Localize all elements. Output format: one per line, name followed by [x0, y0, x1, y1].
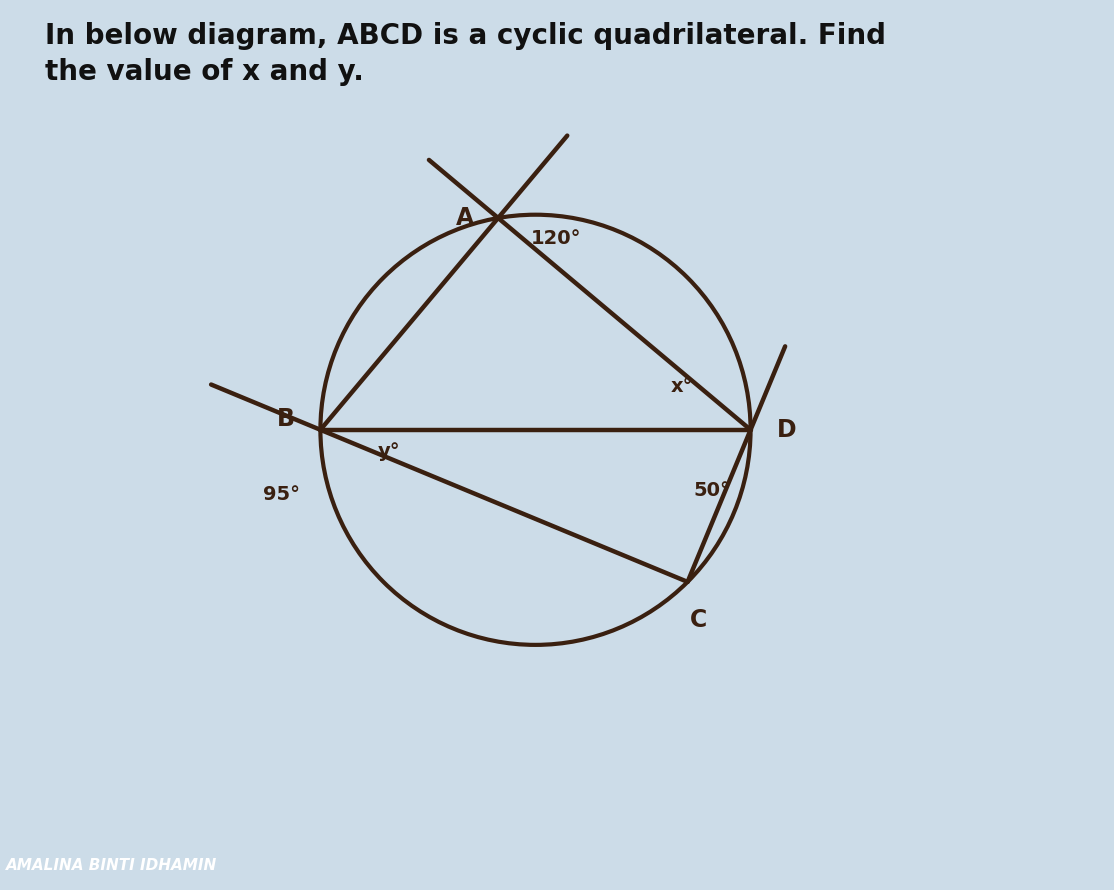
Text: A: A — [457, 206, 475, 230]
Text: B: B — [276, 407, 294, 431]
Text: y°: y° — [378, 441, 401, 461]
Text: 95°: 95° — [263, 485, 300, 504]
Text: C: C — [690, 608, 707, 632]
Text: 120°: 120° — [530, 229, 580, 247]
Text: x°: x° — [671, 377, 693, 396]
Text: In below diagram, ABCD is a cyclic quadrilateral. Find: In below diagram, ABCD is a cyclic quadr… — [45, 22, 886, 50]
Text: the value of x and y.: the value of x and y. — [45, 58, 363, 85]
Text: D: D — [776, 417, 797, 441]
Text: AMALINA BINTI IDHAMIN: AMALINA BINTI IDHAMIN — [6, 858, 217, 873]
Text: 50°: 50° — [693, 481, 731, 499]
